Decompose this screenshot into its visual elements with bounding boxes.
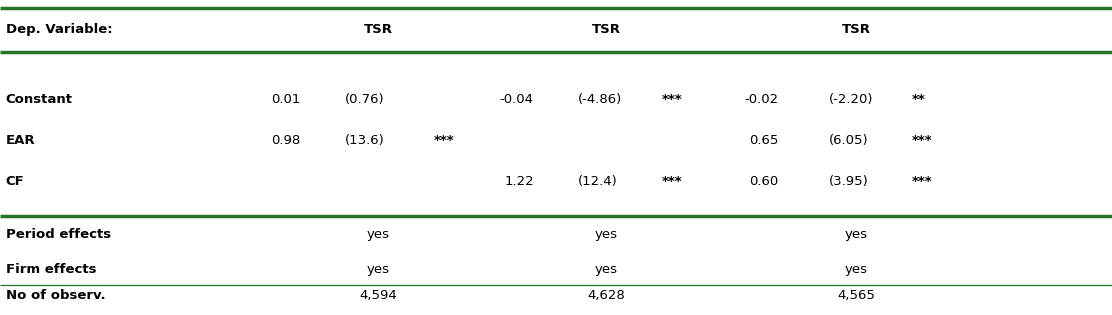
Text: yes: yes (595, 228, 617, 241)
Text: yes: yes (367, 263, 389, 276)
Text: (0.76): (0.76) (345, 93, 385, 106)
Text: yes: yes (595, 263, 617, 276)
Text: (12.4): (12.4) (578, 175, 618, 188)
Text: 0.65: 0.65 (749, 134, 778, 147)
Text: EAR: EAR (6, 134, 36, 147)
Text: 4,628: 4,628 (587, 289, 625, 302)
Text: Firm effects: Firm effects (6, 263, 96, 276)
Text: CF: CF (6, 175, 24, 188)
Text: Constant: Constant (6, 93, 72, 106)
Text: -0.02: -0.02 (744, 93, 778, 106)
Text: TSR: TSR (842, 23, 871, 37)
Text: 4,565: 4,565 (837, 289, 875, 302)
Text: (6.05): (6.05) (828, 134, 868, 147)
Text: ***: *** (434, 134, 455, 147)
Text: (3.95): (3.95) (828, 175, 868, 188)
Text: 1.22: 1.22 (504, 175, 534, 188)
Text: yes: yes (845, 228, 867, 241)
Text: (13.6): (13.6) (345, 134, 385, 147)
Text: ***: *** (912, 175, 933, 188)
Text: ***: *** (662, 175, 683, 188)
Text: 4,594: 4,594 (359, 289, 397, 302)
Text: -0.04: -0.04 (499, 93, 534, 106)
Text: 0.60: 0.60 (749, 175, 778, 188)
Text: No of observ.: No of observ. (6, 289, 106, 302)
Text: Period effects: Period effects (6, 228, 111, 241)
Text: TSR: TSR (592, 23, 620, 37)
Text: TSR: TSR (364, 23, 393, 37)
Text: 0.98: 0.98 (271, 134, 300, 147)
Text: ***: *** (912, 134, 933, 147)
Text: ***: *** (662, 93, 683, 106)
Text: **: ** (912, 93, 925, 106)
Text: Dep. Variable:: Dep. Variable: (6, 23, 112, 37)
Text: yes: yes (367, 228, 389, 241)
Text: (-4.86): (-4.86) (578, 93, 623, 106)
Text: yes: yes (845, 263, 867, 276)
Text: (-2.20): (-2.20) (828, 93, 873, 106)
Text: 0.01: 0.01 (271, 93, 300, 106)
